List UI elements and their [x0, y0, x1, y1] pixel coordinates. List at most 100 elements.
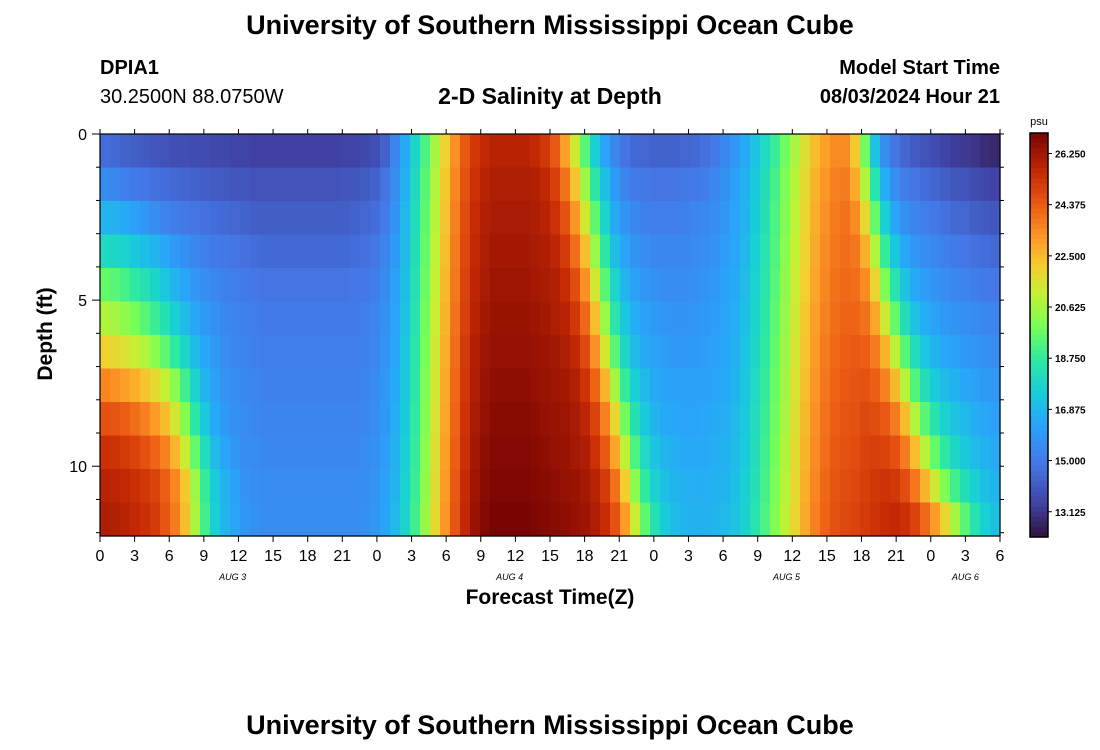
- heatmap-cell: [450, 201, 461, 236]
- heatmap-cell: [130, 201, 141, 236]
- heatmap-cell: [770, 134, 781, 169]
- colorbar-segment: [1030, 264, 1048, 270]
- heatmap-cell: [420, 402, 431, 437]
- heatmap-cell: [250, 469, 261, 504]
- heatmap-cell: [290, 435, 301, 470]
- heatmap-cell: [650, 134, 661, 169]
- heatmap-cell: [910, 268, 921, 303]
- heatmap-cell: [980, 234, 991, 269]
- heatmap-cell: [720, 201, 731, 236]
- heatmap-cell: [990, 402, 1001, 437]
- heatmap-cell: [430, 234, 441, 269]
- heatmap-cell: [550, 234, 561, 269]
- colorbar-segment: [1030, 531, 1048, 538]
- heatmap-cell: [720, 435, 731, 470]
- heatmap-cell: [730, 469, 741, 504]
- colorbar-tick-label: 22.500: [1055, 252, 1086, 263]
- y-tick-label: 0: [78, 127, 87, 144]
- heatmap-cell: [430, 134, 441, 169]
- heatmap-cell: [890, 201, 901, 236]
- heatmap-cell: [710, 368, 721, 403]
- colorbar-segment: [1030, 466, 1048, 472]
- heatmap-cell: [900, 201, 911, 236]
- heatmap-cell: [680, 301, 691, 336]
- heatmap-cell: [880, 435, 891, 470]
- colorbar-segment: [1030, 526, 1048, 533]
- colorbar-segment: [1030, 203, 1048, 210]
- heatmap-cell: [240, 402, 251, 437]
- heatmap-cell: [220, 268, 231, 303]
- heatmap-cell: [830, 201, 841, 236]
- heatmap-cell: [680, 234, 691, 269]
- heatmap-cell: [530, 368, 541, 403]
- heatmap-cell: [260, 335, 271, 370]
- heatmap-cell: [580, 234, 591, 269]
- heatmap-cell: [100, 134, 111, 169]
- heatmap-cell: [800, 502, 811, 537]
- heatmap-cell: [340, 301, 351, 336]
- heatmap-cell: [820, 402, 831, 437]
- heatmap-cell: [970, 134, 981, 169]
- heatmap-cell: [190, 435, 201, 470]
- heatmap-cell: [990, 201, 1001, 236]
- heatmap-cell: [770, 301, 781, 336]
- heatmap-cell: [430, 502, 441, 537]
- heatmap-cell: [440, 167, 451, 202]
- heatmap-cell: [860, 134, 871, 169]
- heatmap-cell: [940, 134, 951, 169]
- heatmap-cell: [680, 435, 691, 470]
- colorbar-segment: [1030, 375, 1048, 382]
- heatmap-cell: [530, 502, 541, 537]
- day-label: AUG 5: [772, 572, 801, 582]
- heatmap-cell: [130, 167, 141, 202]
- heatmap-cell: [730, 301, 741, 336]
- heatmap-cell: [540, 201, 551, 236]
- heatmap-cell: [310, 502, 321, 537]
- heatmap-cell: [530, 402, 541, 437]
- heatmap-cell: [670, 335, 681, 370]
- heatmap-cell: [870, 502, 881, 537]
- heatmap-cell: [240, 335, 251, 370]
- heatmap-cell: [260, 368, 271, 403]
- heatmap-cell: [660, 435, 671, 470]
- heatmap-cell: [140, 469, 151, 504]
- heatmap-cell: [460, 134, 471, 169]
- heatmap-cell: [980, 301, 991, 336]
- heatmap-cell: [280, 368, 291, 403]
- heatmap-cell: [670, 234, 681, 269]
- heatmap-cell: [900, 234, 911, 269]
- heatmap-cell: [980, 268, 991, 303]
- heatmap-cell: [390, 201, 401, 236]
- heatmap-cell: [670, 167, 681, 202]
- heatmap-cell: [360, 301, 371, 336]
- heatmap-cell: [810, 201, 821, 236]
- heatmap-cell: [340, 234, 351, 269]
- heatmap-cell: [210, 335, 221, 370]
- heatmap-cell: [310, 301, 321, 336]
- heatmap-cell: [930, 502, 941, 537]
- heatmap-cell: [610, 435, 621, 470]
- heatmap-cell: [270, 268, 281, 303]
- heatmap-cell: [470, 268, 481, 303]
- heatmap-cell: [910, 435, 921, 470]
- heatmap-cell: [280, 301, 291, 336]
- heatmap-cell: [360, 368, 371, 403]
- heatmap-cell: [590, 167, 601, 202]
- heatmap-cell: [100, 435, 111, 470]
- x-tick-label: 15: [541, 548, 559, 565]
- heatmap-cell: [590, 335, 601, 370]
- heatmap-cell: [900, 402, 911, 437]
- heatmap-cell: [250, 301, 261, 336]
- heatmap-cell: [100, 502, 111, 537]
- heatmap-cell: [740, 134, 751, 169]
- heatmap-cells: [100, 134, 1001, 537]
- heatmap-cell: [900, 502, 911, 537]
- x-tick-label: 0: [96, 548, 105, 565]
- heatmap-cell: [150, 234, 161, 269]
- heatmap-cell: [950, 268, 961, 303]
- heatmap-cell: [330, 502, 341, 537]
- heatmap-cell: [940, 335, 951, 370]
- heatmap-cell: [580, 167, 591, 202]
- heatmap-cell: [530, 301, 541, 336]
- x-tick-label: 9: [199, 548, 208, 565]
